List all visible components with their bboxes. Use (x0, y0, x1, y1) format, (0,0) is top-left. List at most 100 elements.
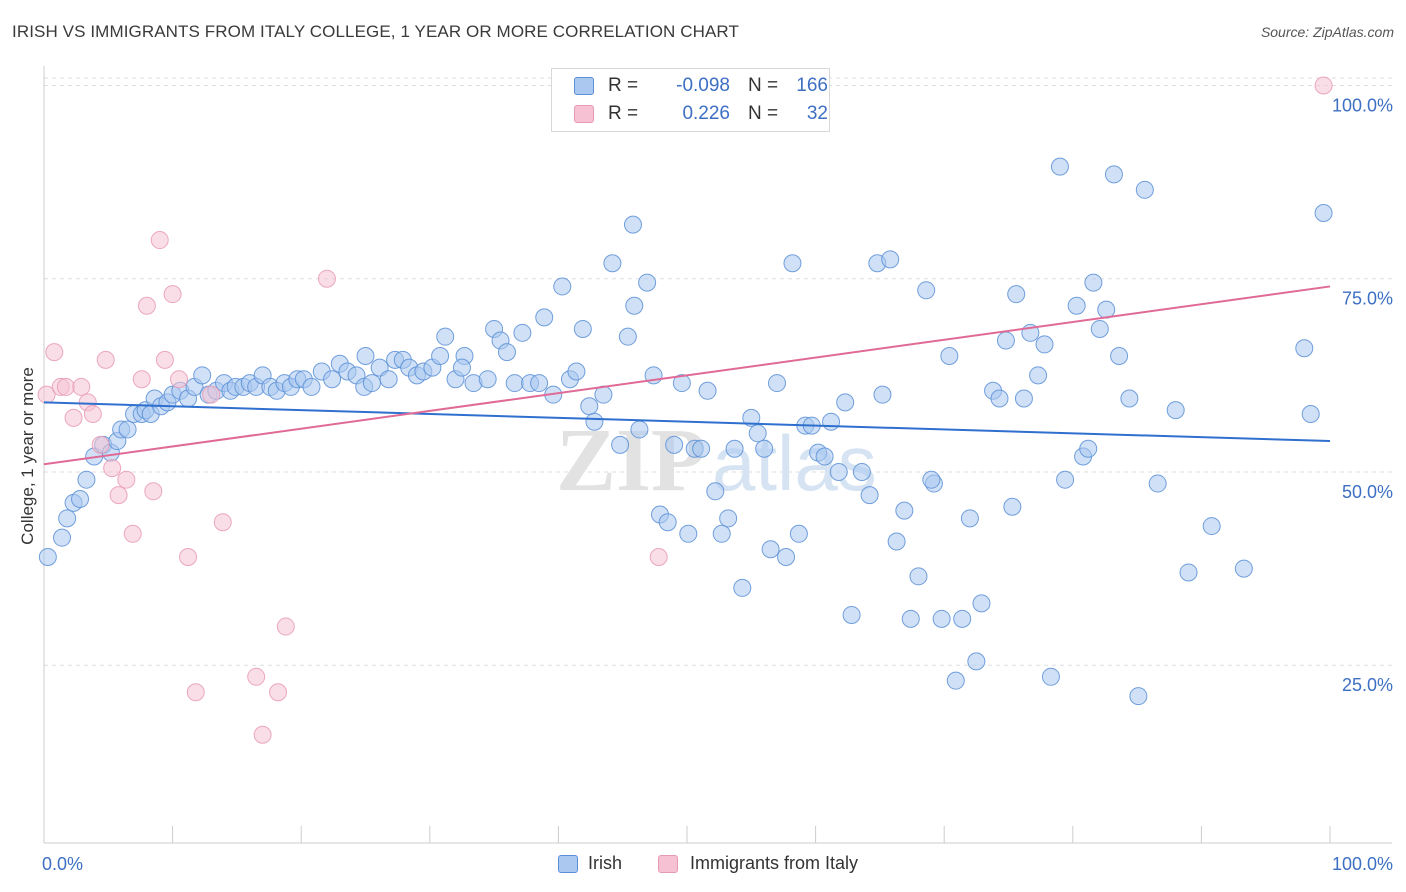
italy-point (213, 513, 232, 532)
irish-point (1003, 497, 1022, 516)
italy-point (109, 486, 128, 505)
y-axis-label: College, 1 year or more (18, 367, 37, 545)
italy-point (83, 404, 102, 423)
bottom-legend-swatch-pink (658, 854, 678, 873)
irish-point (940, 347, 959, 366)
irish-point (618, 327, 637, 346)
tick-labels: 100.0% 75.0% 50.0% 25.0% 0.0% 100.0% (42, 95, 1393, 874)
irish-point (567, 362, 586, 381)
irish-point (1314, 204, 1333, 223)
irish-point (436, 327, 455, 346)
irish-point (953, 609, 972, 628)
irish-point (960, 509, 979, 528)
irish-point (1050, 157, 1069, 176)
italy-point (1314, 76, 1333, 95)
irish-point (1135, 180, 1154, 199)
irish-point (356, 347, 375, 366)
italy-point (103, 459, 122, 478)
italy-point (276, 617, 295, 636)
italy-point (96, 350, 115, 369)
irish-point (530, 374, 549, 393)
irish-point (431, 347, 450, 366)
legend-swatch-blue (574, 77, 594, 95)
irish-point (625, 296, 644, 315)
x-tick-label: 0.0% (42, 854, 83, 874)
irish-point (1110, 347, 1129, 366)
y-tick-label: 50.0% (1342, 482, 1393, 502)
irish-point (887, 532, 906, 551)
irish-point (1148, 474, 1167, 493)
x-tick-label: 100.0% (1332, 854, 1393, 874)
irish-point (932, 609, 951, 628)
irish-point (692, 439, 711, 458)
y-tick-label: 75.0% (1342, 289, 1393, 309)
irish-point (679, 524, 698, 543)
irish-point (909, 567, 928, 586)
irish-point (1067, 296, 1086, 315)
irish-point (967, 652, 986, 671)
irish-point (725, 439, 744, 458)
irish-point (1166, 401, 1185, 420)
irish-point (829, 462, 848, 481)
italy-point (247, 667, 266, 686)
irish-point (698, 381, 717, 400)
irish-point (58, 509, 77, 528)
italy-point (72, 377, 91, 396)
legend-n-value: 32 (806, 103, 828, 124)
italy-point (91, 435, 110, 454)
irish-point (755, 439, 774, 458)
italy-point (123, 524, 142, 543)
irish-point (1056, 470, 1075, 489)
watermark: ZIP atlas (556, 411, 877, 510)
legend-n-label: N = (748, 103, 779, 124)
legend-n-value: 166 (796, 75, 828, 96)
irish-point (302, 377, 321, 396)
irish-point (672, 374, 691, 393)
y-tick-label: 25.0% (1342, 675, 1393, 695)
irish-point (638, 273, 657, 292)
irish-point (1202, 517, 1221, 536)
bottom-legend-label: Irish (588, 853, 623, 873)
legend-r-label: R = (608, 103, 639, 124)
irish-point (822, 412, 841, 431)
trend-line-italy (43, 285, 1331, 466)
irish-point (742, 408, 761, 427)
trend-layer (43, 285, 1331, 466)
irish-point (38, 547, 57, 566)
irish-point (1007, 285, 1026, 304)
irish-point (77, 470, 96, 489)
legend-r-value: -0.098 (676, 75, 730, 96)
irish-point (53, 528, 72, 547)
irish-point (1129, 687, 1148, 706)
y-tick-label: 100.0% (1332, 95, 1393, 115)
irish-point (553, 277, 572, 296)
italy-point (150, 231, 169, 250)
irish-point (783, 254, 802, 273)
irish-point (777, 547, 796, 566)
italy-point (253, 725, 272, 744)
irish-point (1029, 366, 1048, 385)
irish-point (996, 331, 1015, 350)
irish-point (761, 540, 780, 559)
irish-point (873, 385, 892, 404)
legend-r-value: 0.226 (682, 103, 730, 124)
series-layer (37, 76, 1333, 744)
irish-point (513, 323, 532, 342)
irish-point (860, 486, 879, 505)
bottom-legend-irish: Irish (558, 853, 622, 874)
irish-point (623, 215, 642, 234)
irish-point (505, 374, 524, 393)
italy-point (202, 385, 221, 404)
axes (43, 66, 1392, 844)
irish-point (719, 509, 738, 528)
legend-r-label: R = (608, 75, 639, 96)
irish-point (535, 308, 554, 327)
irish-point (665, 435, 684, 454)
irish-point (922, 470, 941, 489)
irish-point (323, 370, 342, 389)
bottom-legend-label: Immigrants from Italy (690, 853, 859, 873)
irish-point (946, 671, 965, 690)
watermark-zip: ZIP (556, 411, 706, 510)
correlation-legend: R = -0.098 N = 166 R = 0.226 N = 32 (551, 68, 830, 132)
